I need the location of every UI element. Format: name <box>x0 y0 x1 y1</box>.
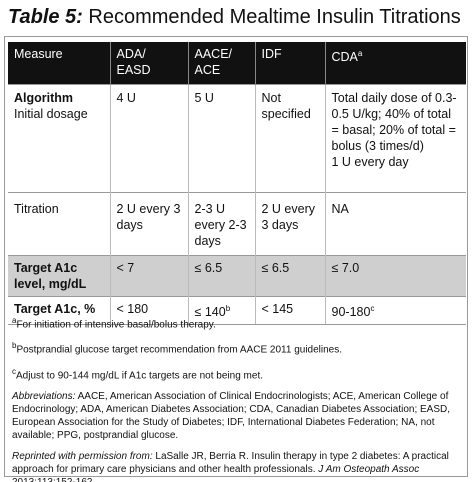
table-row: Target A1c level, mg/dL < 7 ≤ 6.5 ≤ 6.5 ≤ 7.… <box>8 255 466 297</box>
cell-text: 90-180 <box>331 305 371 320</box>
cell-extra: 1 U every day <box>331 155 409 169</box>
source-text: LaSalle JR, Berria R. Insulin therapy in… <box>12 450 449 475</box>
cell-text: ADA/ EASD <box>116 47 151 77</box>
table-cell: < 180 <box>109 295 188 326</box>
cell-text: Not specified <box>261 91 311 121</box>
cell-text: IDF <box>261 47 282 61</box>
footnote-marker: a <box>12 316 17 325</box>
source-journal: J Am Osteopath Assoc <box>318 463 420 475</box>
cell-text: 4 U <box>116 91 136 105</box>
table-cell: Target A1c, % <box>8 295 110 326</box>
cell-text: Total daily dose of 0.3-0.5 U/kg; 40% of… <box>331 91 457 153</box>
header-cell: Measure <box>8 42 110 85</box>
cell-text: < 180 <box>116 302 149 316</box>
table-row: Titration 2 U every 3 days 2-3 U every 2-3… <box>8 192 466 256</box>
table-cell: ≤ 7.0 <box>324 255 466 297</box>
cell-superscript: a <box>357 49 363 58</box>
table-cell: 90-180c <box>324 295 466 326</box>
table-cell: ≤ 140b <box>187 295 255 326</box>
cell-text: 2 U every 3 days <box>261 202 316 232</box>
cell-superscript: b <box>225 304 231 313</box>
table-cell: 2-3 U every 2-3 days <box>187 192 255 256</box>
table-cell: Not specified <box>254 84 325 193</box>
source-label: Reprinted with permission from: <box>12 450 153 462</box>
header-cell: AACE/ ACE <box>187 42 255 85</box>
table-row: Algorithm Initial dosage 4 U 5 U Not specifi… <box>8 84 466 193</box>
footnote: bPostprandial glucose target recommendat… <box>12 339 460 356</box>
title: Table 5: Recommended Mealtime Insulin Ti… <box>8 6 461 29</box>
cell-text: ≤ 7.0 <box>331 261 360 275</box>
abbreviations-text: AACE, American Association of Clinical E… <box>12 390 451 441</box>
footnote-text: Postprandial glucose target recommendati… <box>16 344 343 356</box>
abbreviations: Abbreviations: AACE, American Associatio… <box>12 390 460 442</box>
table-cell: 2 U every 3 days <box>109 192 188 256</box>
cell-text: AACE/ ACE <box>194 47 233 77</box>
frame <box>4 36 468 477</box>
abbreviations-label: Abbreviations: <box>12 390 76 402</box>
table-cell: ≤ 6.5 <box>187 255 255 297</box>
cell-text: CDA <box>331 50 358 65</box>
cell-text: 5 U <box>194 91 214 105</box>
cell-text: Measure <box>14 47 63 61</box>
cell-superscript: c <box>370 304 375 313</box>
cell-text: NA <box>331 202 349 216</box>
cell-text: < 7 <box>116 261 135 275</box>
source: Reprinted with permission from: LaSalle … <box>12 450 460 482</box>
table-cell: < 7 <box>109 255 188 297</box>
table-cell: Total daily dose of 0.3-0.5 U/kg; 40% of… <box>324 84 466 193</box>
cell-text: Target A1c, % <box>14 302 96 316</box>
table-cell: < 145 <box>254 295 325 326</box>
header-cell: IDF <box>254 42 325 85</box>
table-cell: Titration <box>8 192 110 256</box>
table-cell: NA <box>324 192 466 256</box>
title-label: Table 5: <box>8 6 83 28</box>
table: Measure ADA/ EASD AACE/ ACE IDF CDAa Algorit… <box>8 42 466 326</box>
title-text: Recommended Mealtime Insulin Titrations <box>88 6 461 28</box>
cell-text: 2-3 U every 2-3 days <box>194 202 247 248</box>
cell-text: 2 U every 3 days <box>116 202 181 232</box>
table-row: Target A1c, % < 180 ≤ 140b < 145 90-180c <box>8 295 466 326</box>
cell-text: Target A1c level, mg/dL <box>14 261 87 291</box>
cell-text: < 145 <box>261 302 294 316</box>
table-cell: Algorithm Initial dosage <box>8 84 110 193</box>
cell-text: ≤ 140 <box>194 305 226 320</box>
table-cell: Target A1c level, mg/dL <box>8 255 110 297</box>
cell-text: Titration <box>14 202 59 216</box>
footnote: aFor initiation of intensive basal/bolus… <box>12 314 460 331</box>
table-cell: 4 U <box>109 84 188 193</box>
table-body: Algorithm Initial dosage 4 U 5 U Not specifi… <box>8 84 466 326</box>
table-cell: 5 U <box>187 84 255 193</box>
table-cell: 2 U every 3 days <box>254 192 325 256</box>
cell-text: ≤ 6.5 <box>261 261 290 275</box>
source-citation: 2013;113:152-162. <box>12 477 95 482</box>
footnote-marker: b <box>12 341 17 351</box>
cell-text: Initial dosage <box>14 107 88 121</box>
header-cell: CDAa <box>324 42 466 85</box>
header-cell: ADA/ EASD <box>109 42 188 85</box>
table-cell: ≤ 6.5 <box>254 255 325 297</box>
cell-heading: Algorithm <box>14 91 74 105</box>
footnote-text: For initiation of intensive basal/bolus … <box>16 319 216 331</box>
cell-text: ≤ 6.5 <box>194 261 223 275</box>
footnote-marker: c <box>12 366 16 376</box>
notes: aFor initiation of intensive basal/bolus… <box>12 314 460 482</box>
footnote: cAdjust to 90-144 mg/dL if A1c targets a… <box>12 365 460 382</box>
footnote-text: Adjust to 90-144 mg/dL if A1c targets ar… <box>16 369 263 381</box>
header-row: Measure ADA/ EASD AACE/ ACE IDF CDAa <box>8 42 466 85</box>
